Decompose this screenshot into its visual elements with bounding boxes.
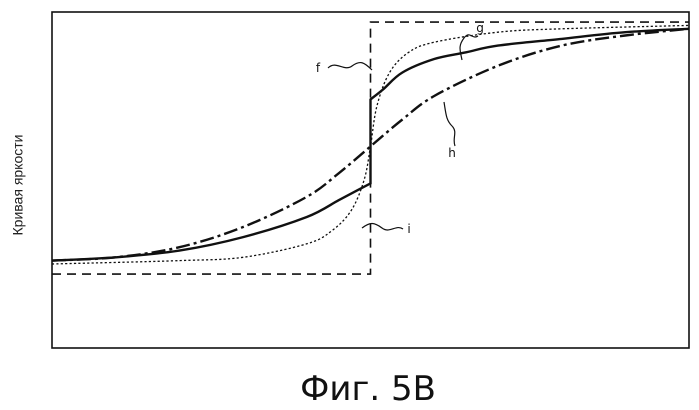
leader-line-f <box>328 63 372 70</box>
series-label-h: h <box>448 146 456 160</box>
series-label-i: i <box>407 222 410 236</box>
curves-layer <box>52 22 689 274</box>
figure-caption: Фиг. 5B <box>300 369 436 409</box>
y-axis-label: Кривая яркости <box>10 135 26 236</box>
series-label-f: f <box>316 61 321 75</box>
leader-line-h <box>444 102 455 146</box>
series-label-g: g <box>476 21 484 35</box>
leader-line-i <box>362 224 403 230</box>
leader-line-g <box>460 35 478 60</box>
